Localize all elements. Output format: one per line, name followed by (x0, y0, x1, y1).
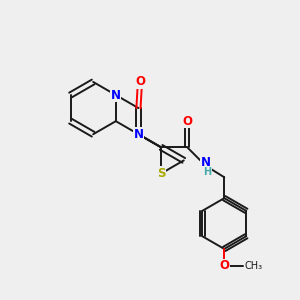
Text: H: H (203, 167, 211, 177)
Text: O: O (135, 75, 145, 88)
Text: N: N (111, 88, 121, 101)
Text: CH₃: CH₃ (244, 261, 262, 271)
Text: O: O (182, 115, 192, 128)
Text: S: S (157, 167, 165, 180)
Text: O: O (219, 260, 229, 272)
Text: N: N (201, 156, 211, 169)
Text: N: N (134, 128, 143, 141)
